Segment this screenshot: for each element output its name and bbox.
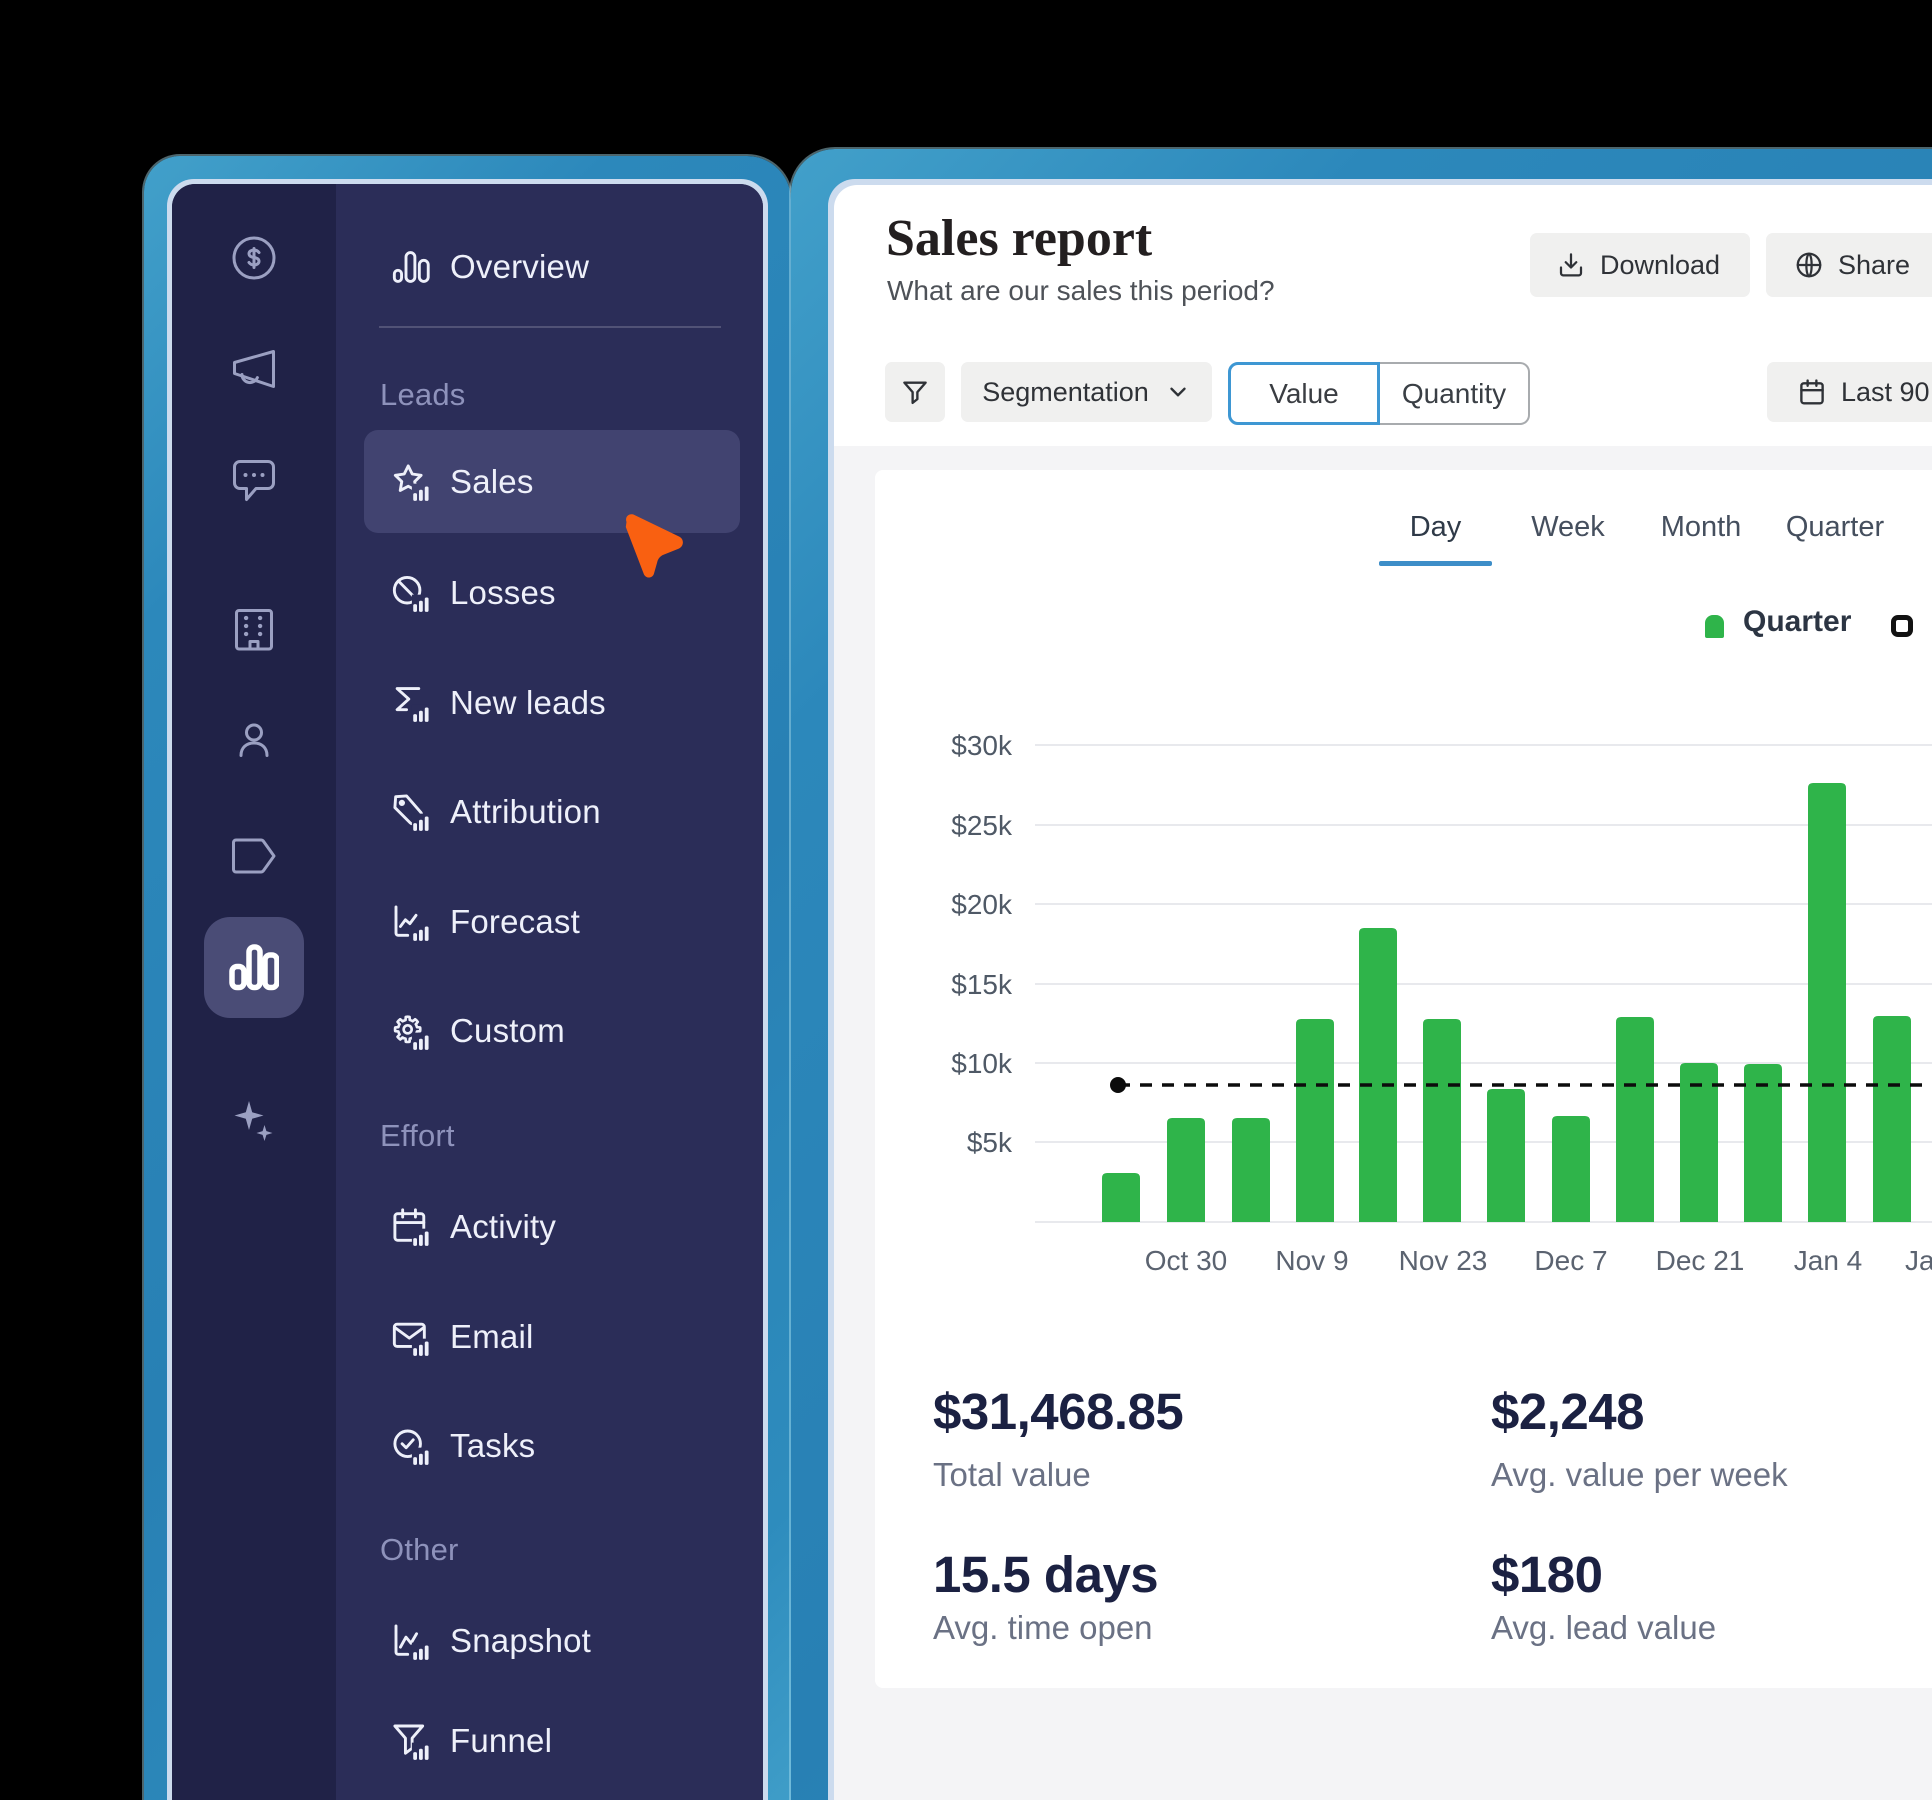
svg-text:Jan: Jan: [1905, 1245, 1932, 1276]
svg-text:Dec 7: Dec 7: [1534, 1245, 1607, 1276]
svg-text:Oct 30: Oct 30: [1145, 1245, 1227, 1276]
svg-text:Nov 23: Nov 23: [1399, 1245, 1488, 1276]
svg-text:$30k: $30k: [951, 730, 1013, 761]
svg-text:Dec 21: Dec 21: [1656, 1245, 1745, 1276]
svg-text:$25k: $25k: [951, 810, 1013, 841]
svg-text:$15k: $15k: [951, 969, 1013, 1000]
svg-text:$5k: $5k: [967, 1127, 1013, 1158]
svg-text:Jan 4: Jan 4: [1794, 1245, 1863, 1276]
svg-text:$10k: $10k: [951, 1048, 1013, 1079]
svg-text:Nov 9: Nov 9: [1275, 1245, 1348, 1276]
svg-text:$20k: $20k: [951, 889, 1013, 920]
